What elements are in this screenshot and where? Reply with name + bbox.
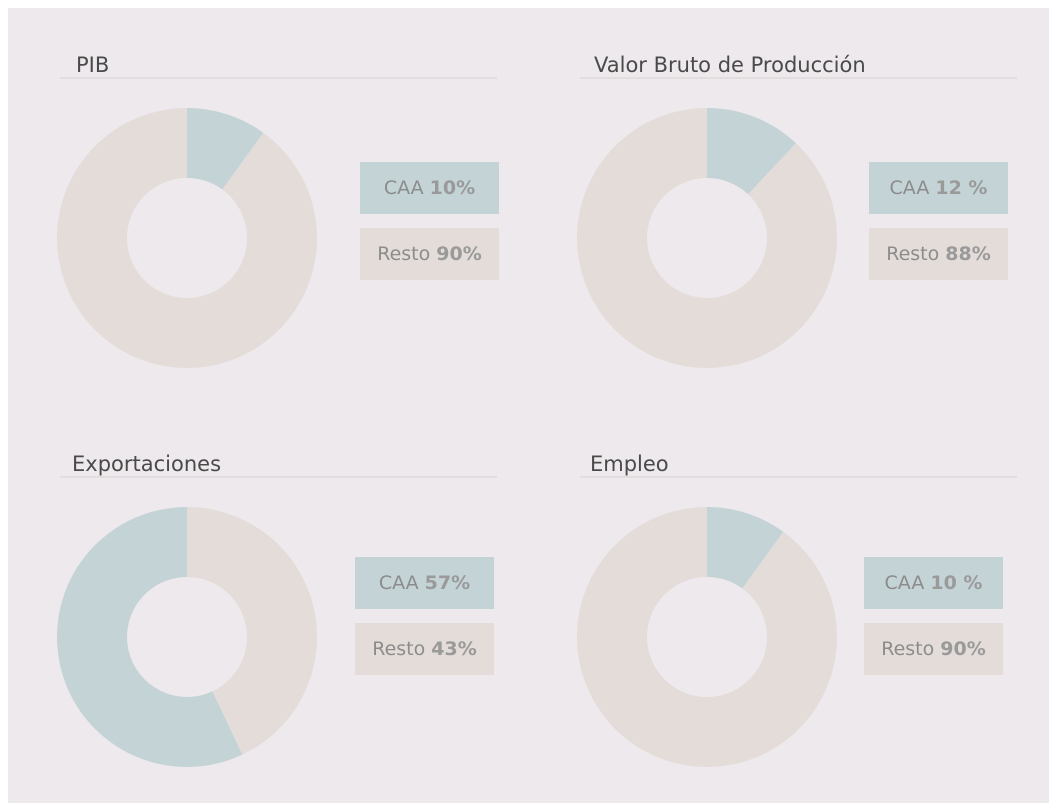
pie-slice [707, 108, 796, 195]
legend-category: CAA [885, 572, 925, 594]
legend-box [864, 557, 1003, 609]
legend-value: 90% [436, 243, 481, 265]
legend-label: CAA 10% [384, 177, 475, 199]
pie-slice [187, 507, 317, 755]
legend-label: CAA 12 % [890, 177, 988, 199]
legend-category: CAA [379, 572, 419, 594]
pie-slice [576, 108, 837, 368]
legend-value: 12 % [935, 177, 987, 199]
legend-value: 43% [431, 638, 476, 660]
pie-slice [56, 108, 317, 368]
legend-box [360, 228, 499, 280]
chart-title: PIB [76, 53, 109, 77]
legend-label: CAA 57% [379, 572, 470, 594]
chart-title: Empleo [590, 452, 669, 476]
legend-category: CAA [384, 177, 424, 199]
legend-box [869, 162, 1008, 214]
chart-title: Exportaciones [72, 452, 221, 476]
pie-slice [707, 507, 784, 589]
legend-label: Resto 43% [372, 638, 477, 660]
legend-box [360, 162, 499, 214]
legend-label: Resto 90% [881, 638, 986, 660]
legend-value: 57% [425, 572, 470, 594]
legend-label: Resto 90% [377, 243, 482, 265]
legend-category: Resto [886, 243, 939, 265]
legend-category: Resto [372, 638, 425, 660]
legend-value: 88% [945, 243, 990, 265]
legend-category: Resto [377, 243, 430, 265]
legend-label: CAA 10 % [885, 572, 983, 594]
legend-box [864, 623, 1003, 675]
pie-slice [577, 507, 838, 768]
pie-slice [56, 507, 243, 767]
legend-value: 10% [430, 177, 475, 199]
legend-value: 10 % [930, 572, 982, 594]
legend-box [869, 228, 1008, 280]
legend-category: Resto [881, 638, 934, 660]
legend-box [355, 557, 494, 609]
legend-category: CAA [890, 177, 930, 199]
legend-label: Resto 88% [886, 243, 991, 265]
pie-slice [187, 108, 264, 190]
legend-box [355, 623, 494, 675]
chart-title: Valor Bruto de Producción [594, 53, 866, 77]
legend-value: 90% [940, 638, 985, 660]
